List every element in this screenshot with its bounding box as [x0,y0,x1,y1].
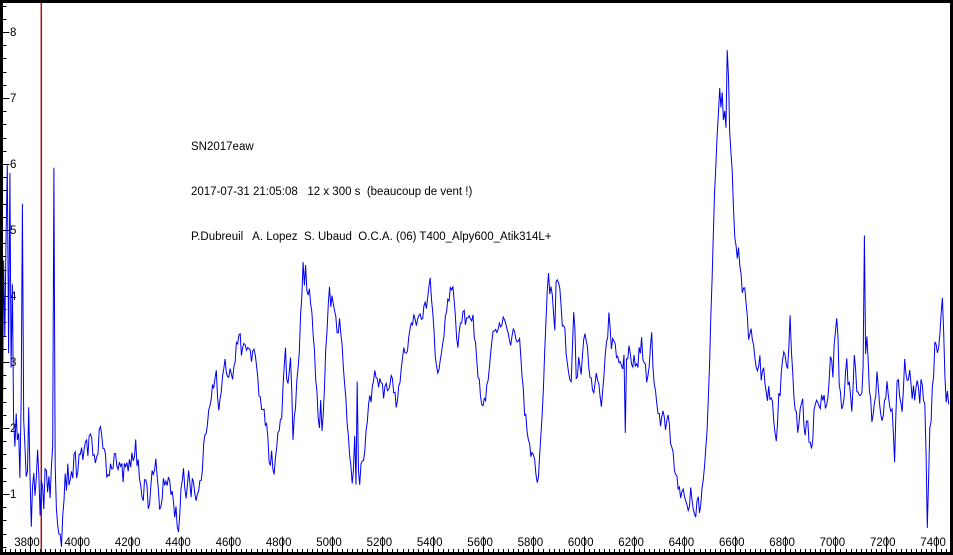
x-axis-ticks [5,536,947,553]
x-tick-label: 5000 [316,537,342,549]
x-tick-label: 4400 [165,537,191,549]
spectrum-trace [1,50,950,547]
x-tick-label: 6400 [669,537,695,549]
x-tick-label: 4800 [266,537,292,549]
x-tick-label: 7000 [820,537,846,549]
x-tick-label: 5800 [518,537,544,549]
x-axis-labels: 3800 4000 4200 4400 4600 4800 5000 5200 5400 5600… [14,537,946,549]
x-tick-label: 5400 [417,537,443,549]
x-tick-label: 6200 [618,537,644,549]
x-tick-label: 6000 [568,537,594,549]
x-tick-label: 7200 [870,537,896,549]
x-tick-label: 5600 [467,537,493,549]
y-tick-label: 4 [10,291,17,303]
y-tick-label: 6 [10,159,16,171]
x-tick-label: 7400 [920,537,946,549]
x-tick-label: 3800 [14,537,40,549]
y-tick-label: 5 [10,225,16,237]
x-tick-label: 5200 [367,537,393,549]
x-tick-label: 4000 [65,537,91,549]
y-tick-label: 8 [10,27,16,39]
y-tick-label: 7 [10,93,16,105]
x-tick-label: 6800 [769,537,795,549]
x-tick-label: 4200 [115,537,141,549]
x-tick-label: 4600 [216,537,242,549]
y-tick-label: 1 [10,489,16,501]
y-tick-label: 2 [10,423,16,435]
x-tick-label: 6600 [719,537,745,549]
